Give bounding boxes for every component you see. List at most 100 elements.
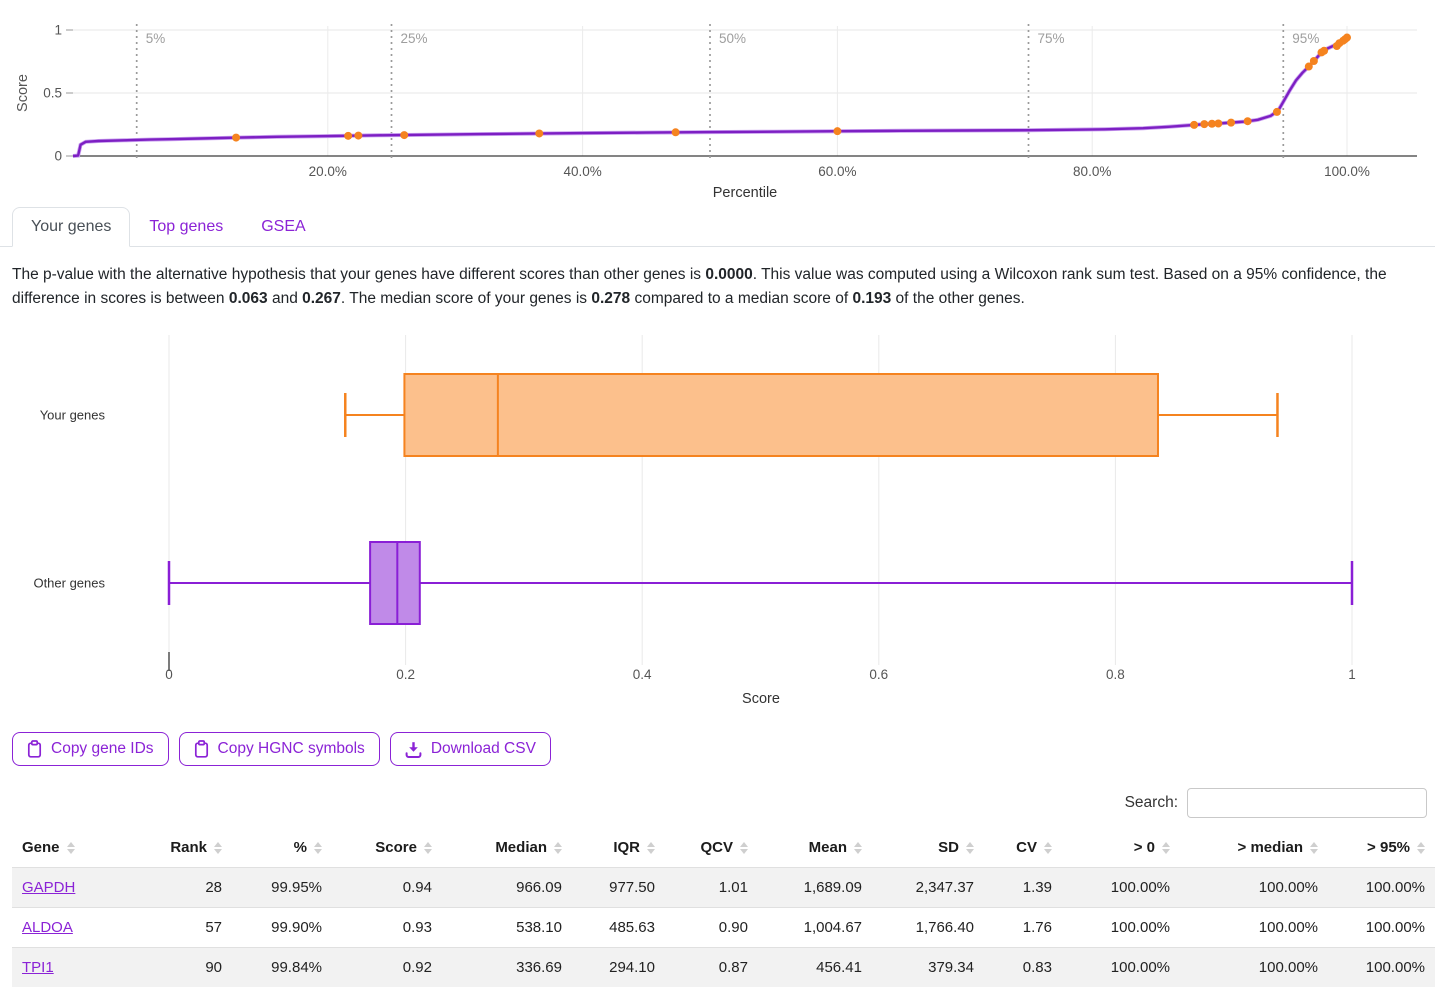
x-tick-label: 0.6 (869, 667, 888, 682)
table-cell: 1.01 (718, 879, 748, 897)
column-header-pct[interactable]: % (232, 828, 332, 868)
column-header-mean[interactable]: Mean (758, 828, 872, 868)
column-header-label: % (293, 839, 307, 857)
column-header-gt-0[interactable]: > 0 (1062, 828, 1180, 868)
tab-gsea[interactable]: GSEA (261, 218, 306, 235)
table-cell-gene: GAPDH (12, 868, 132, 908)
column-header-qcv[interactable]: QCV (665, 828, 758, 868)
table-cell: 294.10 (609, 959, 655, 977)
y-axis-label: Score (15, 74, 31, 112)
box-your-genes[interactable] (344, 373, 1279, 458)
svg-text:50%: 50% (719, 31, 746, 46)
your-gene-dots (232, 33, 1351, 142)
table-cell: 100.00% (1365, 959, 1425, 977)
gene-score-dot[interactable] (1272, 107, 1281, 116)
table-cell: 100.00% (1110, 959, 1170, 977)
search-row: Search: (0, 788, 1427, 819)
gene-score-dot[interactable] (1200, 120, 1209, 129)
gene-link[interactable]: GAPDH (22, 879, 76, 897)
sort-icon (740, 842, 748, 855)
svg-text:5%: 5% (146, 31, 166, 46)
column-header-cv[interactable]: CV (984, 828, 1062, 868)
download-csv-button[interactable]: Download CSV (389, 732, 551, 767)
column-header-label: Rank (170, 839, 207, 857)
table-cell: 538.10 (516, 919, 562, 937)
column-header-rank[interactable]: Rank (132, 828, 232, 868)
box-other-genes[interactable] (167, 541, 1354, 626)
column-header-label: > median (1237, 839, 1303, 857)
svg-text:1: 1 (54, 23, 62, 38)
summary-text: The p-value with the alternative hypothe… (12, 266, 1387, 308)
copy-gene-ids-button[interactable]: Copy gene IDs (12, 732, 169, 767)
search-input[interactable] (1187, 788, 1427, 819)
column-header-label: > 0 (1133, 839, 1155, 857)
gene-score-dot[interactable] (535, 129, 544, 138)
percentile-marker-lines: 5% 25% 50% 75% 95% (135, 24, 1319, 161)
table-cell: 57 (205, 919, 222, 937)
column-header-iqr[interactable]: IQR (572, 828, 665, 868)
table-row: TPI1 90 99.84% 0.92 336.69 294.10 0.87 456.41 37… (12, 947, 1435, 987)
table-cell: 0.94 (402, 879, 432, 897)
x-tick-label: 0 (165, 667, 173, 682)
table-row: GAPDH 28 99.95% 0.94 966.09 977.50 1.01 1,689.0… (12, 867, 1435, 908)
table-cell: 977.50 (609, 879, 655, 897)
svg-text:0: 0 (54, 149, 62, 164)
x-tick-label: 1 (1348, 667, 1356, 682)
gene-link[interactable]: ALDOA (22, 919, 73, 937)
table-cell: 28 (205, 879, 222, 897)
gene-score-dot[interactable] (1304, 62, 1313, 71)
gene-score-dot[interactable] (232, 133, 241, 142)
column-header-gt-median[interactable]: > median (1180, 828, 1328, 868)
gene-score-dot[interactable] (400, 131, 409, 140)
table-cell: 100.00% (1110, 879, 1170, 897)
gene-score-dot[interactable] (1207, 119, 1216, 128)
column-header-label: Mean (808, 839, 847, 857)
column-header-gene[interactable]: Gene (12, 828, 132, 868)
gene-score-dot[interactable] (1243, 117, 1252, 126)
gene-score-dot[interactable] (1227, 118, 1236, 127)
gene-table: Gene Rank% Score Median IQR QCV Mean SD CV > 0 > m… (12, 828, 1435, 987)
tab-your-genes[interactable]: Your genes (12, 207, 131, 247)
column-header-sd[interactable]: SD (872, 828, 984, 868)
table-body: GAPDH 28 99.95% 0.94 966.09 977.50 1.01 1,689.0… (12, 867, 1435, 987)
x-tick-label: 0.2 (396, 667, 415, 682)
clipboard-icon (194, 740, 209, 758)
sort-icon (966, 842, 974, 855)
table-cell: 0.83 (1022, 959, 1052, 977)
x-axis-label: Score (742, 691, 780, 707)
svg-text:95%: 95% (1292, 31, 1319, 46)
table-cell: 0.92 (402, 959, 432, 977)
gene-score-dot[interactable] (1190, 120, 1199, 129)
gene-score-dot[interactable] (671, 128, 680, 137)
column-header-score[interactable]: Score (332, 828, 442, 868)
column-header-label: > 95% (1367, 839, 1410, 857)
gene-score-dot[interactable] (1214, 119, 1223, 128)
gene-link[interactable]: TPI1 (22, 959, 54, 977)
tab-top-genes[interactable]: Top genes (149, 218, 224, 235)
table-cell: 99.84% (271, 959, 322, 977)
download-icon (405, 741, 422, 758)
svg-text:75%: 75% (1038, 31, 1065, 46)
column-header-label: CV (1016, 839, 1037, 857)
column-header-gt-95pct[interactable]: > 95% (1328, 828, 1435, 868)
sort-icon (1417, 842, 1425, 855)
gene-score-dot[interactable] (344, 131, 353, 140)
table-cell: 100.00% (1258, 919, 1318, 937)
svg-text:60.0%: 60.0% (818, 164, 856, 179)
table-cell: 456.41 (816, 959, 862, 977)
svg-text:100.0%: 100.0% (1324, 164, 1370, 179)
gene-score-dot[interactable] (1320, 46, 1329, 55)
gene-score-dot[interactable] (1309, 56, 1318, 65)
gene-score-dot[interactable] (354, 131, 363, 140)
table-cell: 0.93 (402, 919, 432, 937)
copy-hgnc-symbols-button[interactable]: Copy HGNC symbols (178, 732, 380, 767)
sort-icon (1162, 842, 1170, 855)
gene-score-dot[interactable] (1343, 33, 1351, 42)
column-header-median[interactable]: Median (442, 828, 572, 868)
sort-icon (1310, 842, 1318, 855)
table-cell: 100.00% (1365, 919, 1425, 937)
table-cell: 1.76 (1022, 919, 1052, 937)
gene-score-dot[interactable] (833, 127, 842, 136)
sort-icon (214, 842, 222, 855)
